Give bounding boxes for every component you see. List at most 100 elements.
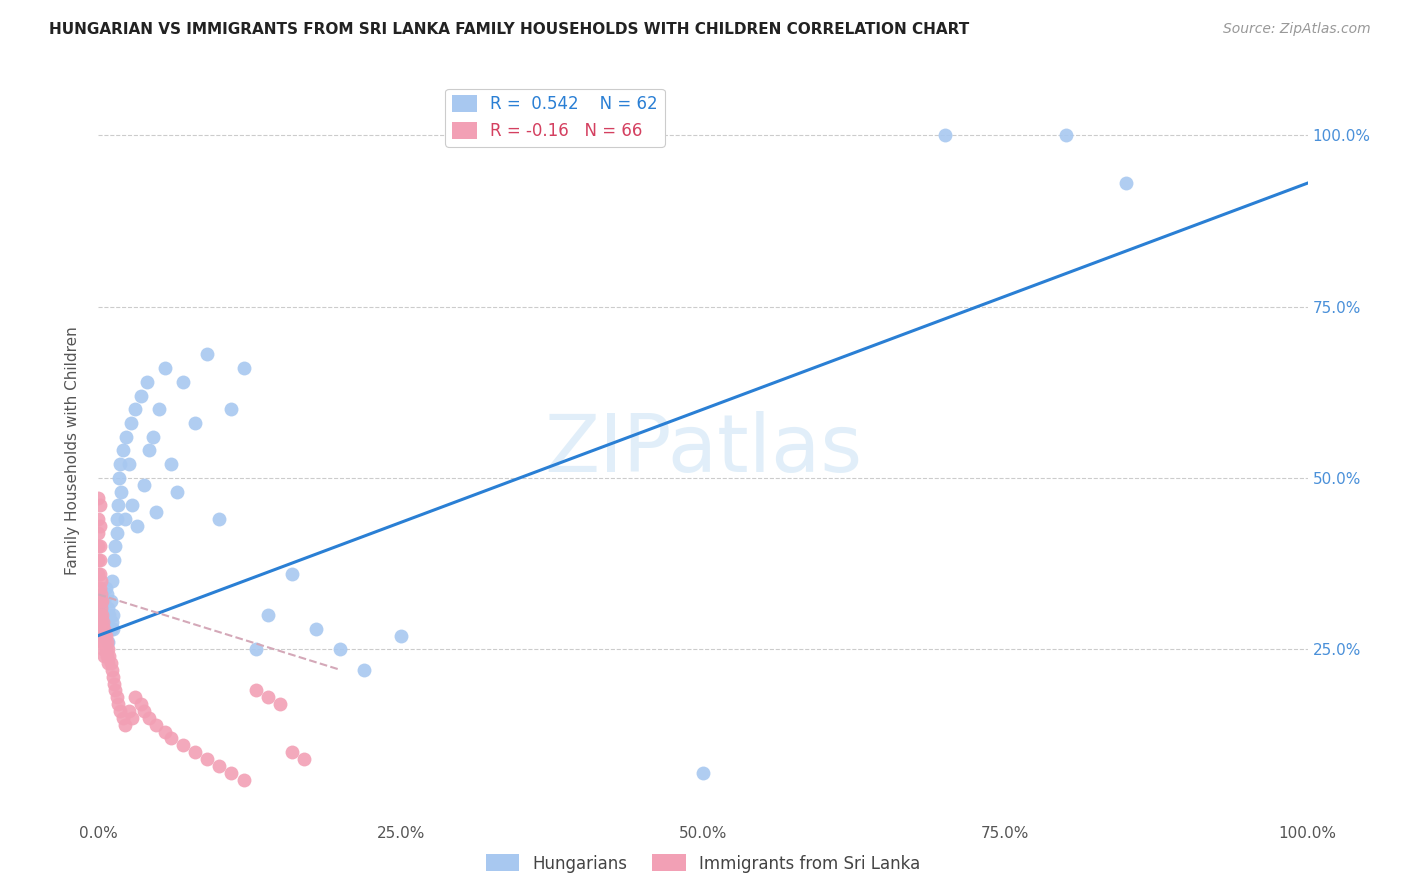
Point xyxy=(100,615,122,629)
Point xyxy=(120,416,142,430)
Point xyxy=(94,642,117,657)
Point xyxy=(160,731,183,746)
Point xyxy=(97,601,120,615)
Point xyxy=(87,553,110,567)
Point xyxy=(107,498,129,512)
Point xyxy=(93,628,115,642)
Point xyxy=(91,607,114,622)
Point xyxy=(91,635,114,649)
Point xyxy=(90,574,112,588)
Point xyxy=(124,690,146,705)
Point xyxy=(90,587,112,601)
Point xyxy=(108,704,131,718)
Point xyxy=(145,717,167,731)
Point xyxy=(87,512,110,526)
Point xyxy=(184,745,207,759)
Point xyxy=(90,615,112,629)
Point xyxy=(305,622,328,636)
Point xyxy=(96,635,118,649)
Point xyxy=(91,594,114,608)
Point xyxy=(245,683,267,698)
Point xyxy=(148,402,170,417)
Point xyxy=(108,471,131,485)
Point xyxy=(105,690,128,705)
Point xyxy=(89,594,111,608)
Point xyxy=(104,540,127,554)
Point xyxy=(195,347,218,361)
Point xyxy=(91,622,114,636)
Text: HUNGARIAN VS IMMIGRANTS FROM SRI LANKA FAMILY HOUSEHOLDS WITH CHILDREN CORRELATI: HUNGARIAN VS IMMIGRANTS FROM SRI LANKA F… xyxy=(49,22,970,37)
Point xyxy=(97,635,120,649)
Point xyxy=(87,525,110,540)
Point xyxy=(153,724,176,739)
Point xyxy=(87,566,110,581)
Point xyxy=(91,615,114,629)
Point xyxy=(208,512,231,526)
Point xyxy=(195,752,218,766)
Y-axis label: Family Households with Children: Family Households with Children xyxy=(65,326,80,574)
Text: ZIPatlas: ZIPatlas xyxy=(544,411,862,490)
Point xyxy=(232,772,254,787)
Point xyxy=(89,498,111,512)
Point xyxy=(145,505,167,519)
Point xyxy=(934,128,956,142)
Point xyxy=(100,656,122,670)
Point xyxy=(87,491,110,506)
Point xyxy=(96,587,118,601)
Point xyxy=(256,690,278,705)
Point xyxy=(160,457,183,471)
Point xyxy=(114,717,136,731)
Point xyxy=(114,512,136,526)
Point xyxy=(89,553,111,567)
Point xyxy=(172,375,194,389)
Point xyxy=(129,389,152,403)
Point xyxy=(1054,128,1077,142)
Point xyxy=(105,512,128,526)
Point xyxy=(124,402,146,417)
Point xyxy=(96,649,118,664)
Point xyxy=(134,704,156,718)
Point xyxy=(107,697,129,711)
Text: Source: ZipAtlas.com: Source: ZipAtlas.com xyxy=(1223,22,1371,37)
Point xyxy=(172,738,194,752)
Point xyxy=(110,484,132,499)
Point xyxy=(121,711,143,725)
Point xyxy=(692,765,714,780)
Point xyxy=(100,663,122,677)
Point xyxy=(138,443,160,458)
Point xyxy=(97,642,120,657)
Point xyxy=(94,628,117,642)
Point xyxy=(93,635,115,649)
Point xyxy=(127,519,149,533)
Point xyxy=(281,566,304,581)
Point xyxy=(91,601,114,615)
Point xyxy=(103,676,125,690)
Point xyxy=(111,443,134,458)
Legend: R =  0.542    N = 62, R = -0.16   N = 66: R = 0.542 N = 62, R = -0.16 N = 66 xyxy=(446,88,665,146)
Point xyxy=(256,607,278,622)
Point xyxy=(101,622,124,636)
Legend: Hungarians, Immigrants from Sri Lanka: Hungarians, Immigrants from Sri Lanka xyxy=(479,847,927,880)
Point xyxy=(90,607,112,622)
Point xyxy=(89,540,111,554)
Point xyxy=(89,581,111,595)
Point xyxy=(97,656,120,670)
Point xyxy=(96,615,118,629)
Point xyxy=(91,628,114,642)
Point xyxy=(135,375,157,389)
Point xyxy=(93,594,115,608)
Point xyxy=(353,663,375,677)
Point xyxy=(221,402,243,417)
Point xyxy=(232,361,254,376)
Point xyxy=(100,622,122,636)
Point xyxy=(118,704,141,718)
Point xyxy=(166,484,188,499)
Point xyxy=(389,628,412,642)
Point xyxy=(134,477,156,491)
Point xyxy=(121,498,143,512)
Point xyxy=(329,642,352,657)
Point xyxy=(89,566,111,581)
Point xyxy=(87,540,110,554)
Point xyxy=(89,607,111,622)
Point xyxy=(138,711,160,725)
